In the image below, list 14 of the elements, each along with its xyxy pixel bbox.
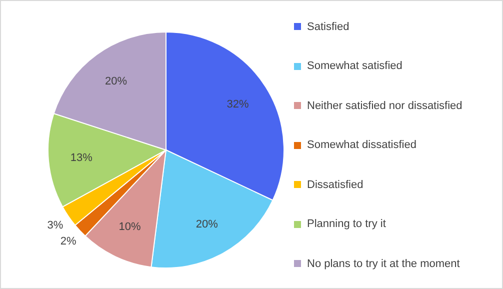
legend-label: Neither satisfied nor dissatisfied [307, 100, 462, 112]
data-label: 13% [70, 152, 93, 164]
data-label: 3% [47, 219, 64, 232]
legend-label: Somewhat dissatisfied [307, 139, 416, 152]
data-label: 2% [60, 236, 76, 248]
data-label: 20% [196, 218, 218, 230]
legend-label: Somewhat satisfied [307, 60, 402, 72]
legend-label: Satisfied [307, 20, 350, 33]
legend-label: Planning to try it [307, 218, 386, 230]
data-label: 10% [118, 220, 142, 233]
data-label: 20% [105, 75, 128, 88]
legend-label: Dissatisfied [307, 178, 364, 191]
data-label: 32% [226, 98, 249, 110]
legend-label: No plans to try it at the moment [307, 258, 460, 270]
